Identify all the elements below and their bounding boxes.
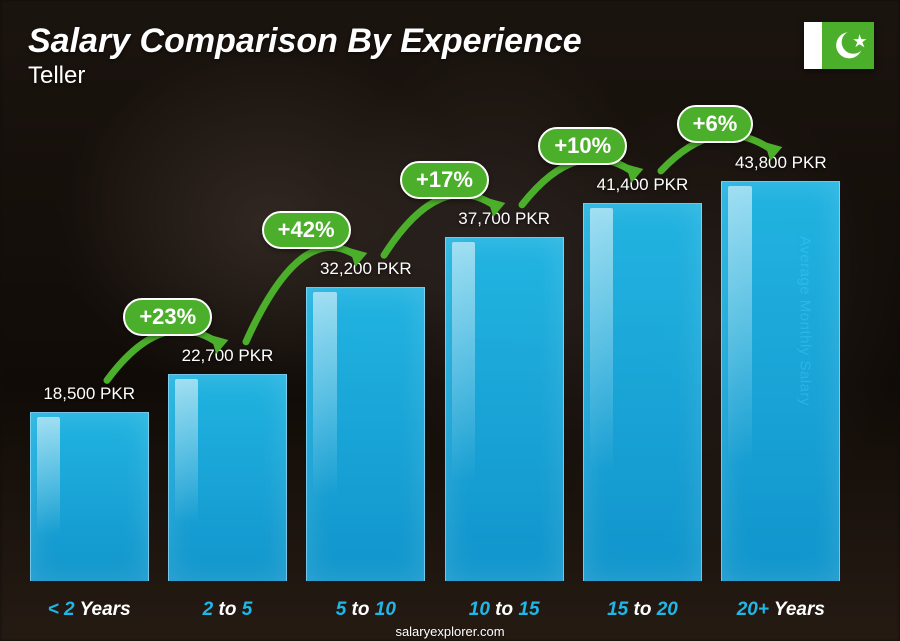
- chart-container: Salary Comparison By Experience Teller A…: [0, 0, 900, 641]
- bar: [30, 412, 149, 581]
- bar-value-label: 37,700 PKR: [458, 209, 550, 229]
- x-axis-labels: < 2 Years2 to 55 to 1010 to 1515 to 2020…: [20, 599, 850, 621]
- x-axis-label: 2 to 5: [158, 599, 296, 621]
- bar-value-label: 41,400 PKR: [597, 175, 689, 195]
- bar-group: 18,500 PKR: [20, 110, 158, 581]
- increment-badge: +6%: [677, 105, 754, 143]
- increment-badge: +10%: [538, 127, 627, 165]
- x-axis-label: < 2 Years: [20, 599, 158, 621]
- increment-badge: +42%: [262, 211, 351, 249]
- flag-field-green: [822, 22, 875, 69]
- bar: [721, 181, 840, 581]
- bar: [445, 237, 564, 581]
- bar: [168, 374, 287, 581]
- bar: [306, 287, 425, 581]
- bar-group: 22,700 PKR: [158, 110, 296, 581]
- x-axis-label: 20+ Years: [712, 599, 850, 621]
- x-axis-label: 10 to 15: [435, 599, 573, 621]
- bar-value-label: 43,800 PKR: [735, 153, 827, 173]
- increment-badge: +23%: [123, 298, 212, 336]
- x-axis-label: 15 to 20: [573, 599, 711, 621]
- x-axis-label: 5 to 10: [297, 599, 435, 621]
- page-subtitle: Teller: [28, 62, 85, 90]
- flag-stripe-white: [804, 22, 822, 69]
- bar-group: 43,800 PKR: [712, 110, 850, 581]
- increment-badge: +17%: [400, 161, 489, 199]
- bar-value-label: 22,700 PKR: [182, 346, 274, 366]
- source-footer: salaryexplorer.com: [0, 624, 900, 639]
- bar: [583, 203, 702, 581]
- bar-value-label: 18,500 PKR: [43, 384, 135, 404]
- bar-group: 41,400 PKR: [573, 110, 711, 581]
- page-title: Salary Comparison By Experience: [28, 22, 582, 61]
- country-flag-pakistan: [804, 22, 874, 69]
- bar-value-label: 32,200 PKR: [320, 259, 412, 279]
